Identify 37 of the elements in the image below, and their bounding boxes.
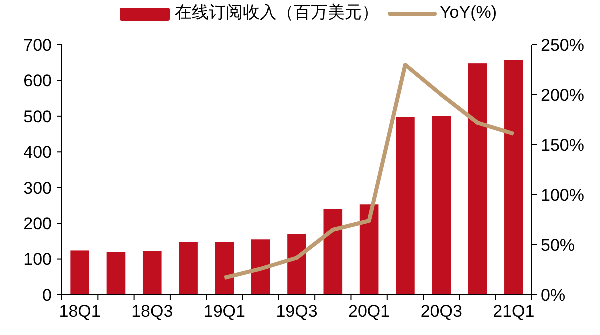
x-tick-label: 21Q1 [493,302,535,321]
legend-label: YoY(%) [440,3,498,22]
bar [215,242,234,295]
y2-tick-label: 0% [541,286,566,305]
y2-tick-label: 100% [541,186,584,205]
x-tick-label: 20Q3 [420,302,462,321]
line-series [222,63,516,280]
y-tick-label: 400 [24,143,52,162]
bar [106,252,126,295]
y2-tick-label: 250% [541,36,584,55]
x-tick-label: 18Q1 [59,302,101,321]
bar [360,204,379,295]
x-tick-label: 20Q1 [348,302,390,321]
y2-tick-label: 150% [541,136,584,155]
x-tick-label: 19Q1 [204,302,246,321]
y-tick-label: 300 [24,178,52,198]
y-tick-label: 0 [42,286,52,305]
bar [468,64,488,295]
bar [179,242,198,295]
legend-label: 在线订阅收入（百万美元） [175,3,379,22]
bar [142,251,162,295]
bar [432,116,452,295]
y-tick-label: 600 [24,72,52,91]
y-tick-label: 200 [24,214,52,234]
y-tick-label: 100 [24,250,52,270]
bar [70,250,90,295]
bar [396,117,415,295]
bar [324,209,343,295]
y2-tick-label: 50% [541,236,576,255]
bar [251,240,270,295]
x-tick-label: 19Q3 [276,302,318,321]
y-tick-label: 700 [24,36,52,55]
y-tick-label: 500 [24,107,52,126]
bar [504,60,524,295]
x-tick-label: 18Q3 [132,302,174,321]
y2-tick-label: 200% [541,86,584,105]
bar [288,234,306,295]
